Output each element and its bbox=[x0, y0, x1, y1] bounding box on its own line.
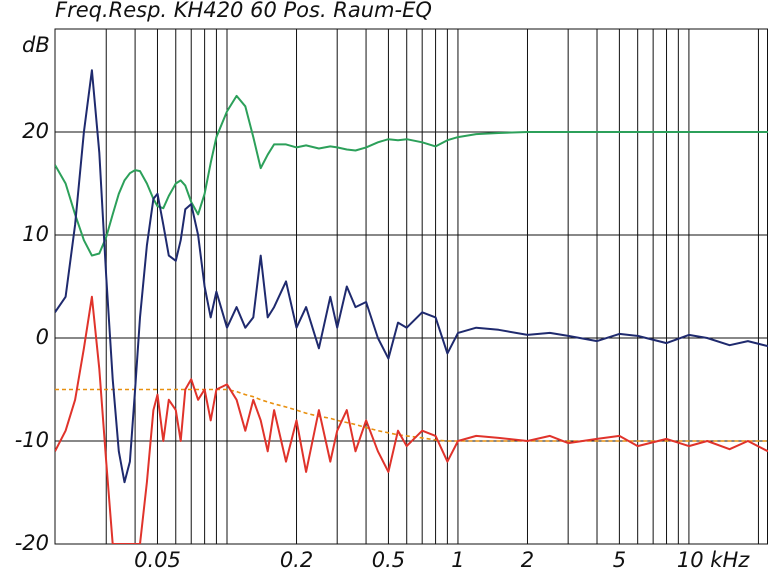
x-tick-label: 1 bbox=[451, 548, 464, 570]
y-tick-label: 0 bbox=[36, 325, 49, 349]
y-tick-label: -10 bbox=[15, 428, 49, 452]
chart-title: Freq.Resp. KH420 60 Pos. Raum-EQ bbox=[55, 0, 432, 22]
x-tick-label: 5 bbox=[613, 548, 626, 570]
x-tick-label: 10 kHz bbox=[677, 548, 750, 570]
x-tick-label: 0.5 bbox=[372, 548, 405, 570]
y-axis-label: dB bbox=[22, 33, 50, 57]
series-line bbox=[55, 295, 768, 544]
x-tick-label: 2 bbox=[521, 548, 534, 570]
x-tick-label: 0.2 bbox=[280, 548, 313, 570]
y-tick-label: 20 bbox=[22, 119, 49, 143]
series-line bbox=[55, 94, 768, 257]
series-line bbox=[55, 388, 768, 442]
x-tick-label: 0.05 bbox=[134, 548, 181, 570]
plot-frame bbox=[54, 28, 768, 545]
y-tick-label: -20 bbox=[15, 531, 49, 555]
y-tick-label: 10 bbox=[22, 222, 49, 246]
series-line bbox=[55, 69, 768, 484]
